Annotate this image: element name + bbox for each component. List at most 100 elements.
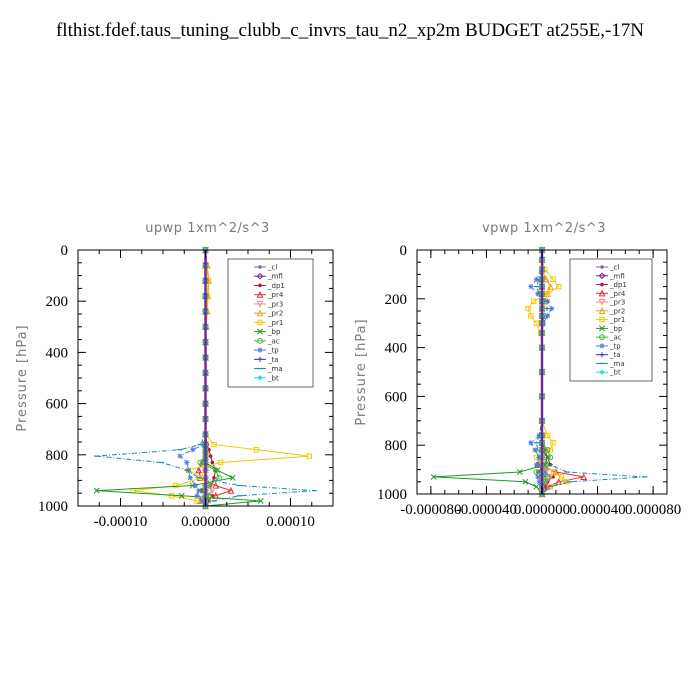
x-tick-label: 0.000000 [514,502,570,518]
legend-entry-bt: _bt [596,369,621,377]
legend-entry-cl: _cl [596,264,619,272]
data-point [253,446,260,453]
legend-label: _ta [609,351,621,359]
data-point [212,476,216,480]
legend-entry-pr3: _pr3 [596,299,625,307]
legend-marker [599,352,605,358]
y-axis-label: Pressure [hPa] [355,318,369,425]
data-point [550,440,556,446]
y-tick-label: 1000 [377,487,407,503]
data-point [546,282,554,290]
data-point [516,469,523,475]
data-point [528,284,534,290]
data-point [549,305,555,312]
legend-label: _ac [267,337,280,345]
legend-marker [598,289,606,297]
data-point [550,469,556,475]
legend-entry-tp: _tp [254,347,279,355]
legend-marker [599,369,605,375]
data-point [546,473,554,481]
legend-entry-pr2: _pr2 [254,309,283,318]
legend-label: _tp [609,342,621,350]
data-point [544,298,551,304]
data-point [542,469,548,475]
data-point [533,276,540,282]
legend-marker [257,375,263,381]
legend-entry-ta: _ta [596,351,621,359]
legend-marker [256,290,264,298]
data-point [525,305,531,312]
panel-title: upwp 1xm^2/s^3 [145,221,270,236]
x-tick-label: -0.000080 [400,502,461,518]
data-point [544,447,551,453]
legend-entry-pr1: _pr1 [254,319,283,327]
data-point [211,441,217,448]
legend-marker [600,265,604,269]
legend-marker [598,272,606,280]
legend-label: _ta [267,356,279,364]
data-point [229,474,236,481]
y-axis-label: Pressure [hPa] [15,324,30,431]
data-point [552,468,560,476]
series-ac [197,247,223,509]
series-line [96,250,315,507]
data-point [558,474,565,480]
data-point [544,474,551,480]
data-point [528,313,534,319]
legend-label: _ma [267,365,283,373]
chart-upwp: upwp 1xm^2/s^3 Pressure [hPa] 0 200 400 600 80… [15,221,334,530]
data-point [184,459,190,466]
legend-label: _bp [609,325,623,333]
y-tick-label: 400 [385,341,408,357]
legend-entry-bt: _bt [254,374,279,382]
data-point [197,459,204,466]
y-tick-label: 200 [46,294,69,310]
data-point [218,459,224,466]
legend-label: _bt [267,374,279,382]
legend-marker [256,309,264,317]
legend-entry-dp1: _dp1 [596,281,627,289]
data-point [544,313,551,319]
x-tick-label: -0.00010 [94,514,148,530]
legend-label: _cl [609,264,619,272]
legend-entry-cl: _cl [254,264,277,272]
legend-entry-mfl: _mfl [596,272,625,280]
data-point [547,447,554,453]
data-point [306,453,312,459]
legend-label: _tp [267,347,279,355]
legend-entry-ac: _ac [596,334,622,342]
y-tick-label: 800 [385,438,408,454]
data-point [227,486,235,494]
x-tick-label: 0.000080 [625,502,681,518]
legend-entry-pr2: _pr2 [596,307,625,315]
legend-label: _mfl [609,272,625,280]
legend-marker [258,265,262,269]
legend-entry-pr4: _pr4 [254,290,284,299]
legend: _cl_mfl_dp1_pr4_pr3_pr2_pr1_bp_ac_tp_ta_… [569,258,653,382]
data-point [257,497,264,504]
legend-entry-bp: _bp [596,325,623,333]
legend-marker [600,282,604,287]
x-tick-label: -0.000040 [456,502,517,518]
data-point [173,482,179,489]
y-tick-label: 600 [46,397,69,413]
y-tick-label: 0 [400,243,408,259]
data-point [178,492,185,499]
data-point [208,487,216,495]
data-point [192,482,198,489]
y-tick-label: 800 [46,448,69,464]
legend-label: _pr3 [609,299,625,307]
legend-label: _bt [609,369,621,377]
legend-box [227,258,314,388]
chart-vpwp: vpwp 1xm^2/s^3 Pressure [hPa] 0 200 400 600 80… [355,221,681,518]
legend-entry-mfl: _mfl [254,273,283,281]
legend-label: _pr1 [609,316,625,324]
legend-label: _pr2 [267,310,283,318]
data-point [533,469,540,475]
data-point [536,479,542,485]
data-point [530,298,537,304]
y-tick-label: 1000 [38,499,68,515]
data-point [93,487,100,494]
legend-marker [256,272,264,280]
